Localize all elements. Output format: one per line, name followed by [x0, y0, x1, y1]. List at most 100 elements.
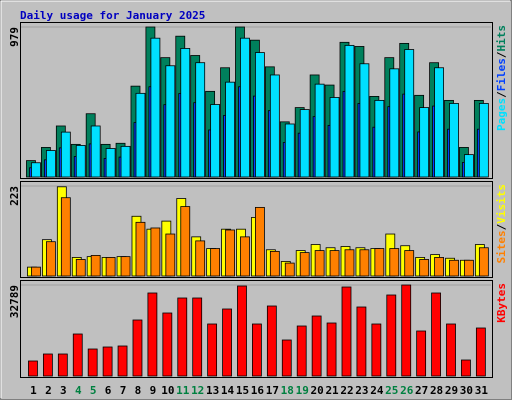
bar	[147, 292, 158, 377]
bar	[225, 81, 235, 178]
bar	[195, 240, 206, 277]
bar	[344, 44, 355, 178]
x-tick-label: 26	[400, 384, 414, 397]
bar	[284, 123, 295, 178]
x-tick-label: 22	[340, 384, 353, 397]
x-tick-label: 17	[266, 384, 279, 397]
bar	[389, 248, 400, 277]
bar	[165, 65, 176, 178]
bar	[329, 250, 340, 277]
bar	[45, 241, 56, 277]
bar	[87, 348, 98, 377]
bar	[72, 333, 83, 377]
legend-entry: Files	[495, 58, 508, 91]
bar	[210, 248, 221, 277]
bar	[478, 103, 489, 178]
bar	[255, 206, 265, 277]
bar	[90, 255, 101, 277]
bar	[434, 257, 444, 277]
bar	[311, 315, 322, 377]
bar	[195, 62, 206, 178]
bar	[461, 359, 471, 377]
bar	[416, 330, 427, 377]
legend-entry: Visits	[495, 184, 508, 224]
x-tick-label: 27	[415, 384, 428, 397]
legend-entry: KBytes	[495, 283, 508, 323]
bar	[120, 145, 131, 178]
bar	[60, 131, 71, 178]
bar	[299, 252, 310, 277]
legend-separator: /	[495, 223, 508, 230]
bar	[180, 206, 191, 277]
x-tick-label: 19	[296, 384, 309, 397]
legend: KBytes	[495, 283, 508, 323]
bar	[162, 312, 173, 377]
x-tick-label: 30	[460, 384, 473, 397]
bar	[326, 322, 337, 377]
bar	[404, 250, 415, 277]
bar	[386, 294, 397, 377]
bar	[192, 297, 203, 377]
x-tick-label: 5	[90, 384, 97, 397]
x-tick-label: 14	[221, 384, 235, 397]
legend: Pages/Files/Hits	[495, 25, 508, 131]
bar	[449, 103, 459, 178]
x-tick-label: 23	[355, 384, 368, 397]
bar	[299, 109, 310, 178]
bar	[90, 125, 101, 178]
bar	[464, 154, 474, 178]
bar	[120, 256, 131, 277]
bar	[117, 345, 128, 377]
bar	[31, 266, 41, 277]
bar	[150, 37, 161, 178]
bar	[404, 49, 415, 178]
bar	[57, 353, 68, 377]
x-tick-label: 25	[385, 384, 398, 397]
bar	[341, 286, 352, 377]
bar	[31, 162, 41, 178]
bar	[135, 221, 146, 277]
bar	[314, 250, 325, 277]
bar	[431, 292, 441, 377]
bar	[478, 247, 489, 277]
chart-title: Daily usage for January 2025	[20, 9, 205, 22]
bar	[284, 262, 295, 277]
x-tick-label: 4	[75, 384, 82, 397]
x-tick-label: 18	[281, 384, 294, 397]
x-tick-label: 20	[311, 384, 324, 397]
bar	[374, 99, 385, 178]
x-tick-label: 2	[45, 384, 52, 397]
bar	[344, 249, 355, 277]
bar	[132, 319, 143, 377]
bar	[207, 323, 218, 377]
bar	[255, 52, 265, 178]
bar	[419, 259, 430, 277]
bar	[28, 360, 38, 377]
bar	[75, 145, 86, 178]
bar	[102, 346, 113, 377]
x-tick-label: 7	[120, 384, 127, 397]
legend-entry: Pages	[495, 98, 508, 131]
bar	[266, 305, 277, 377]
bar	[359, 249, 370, 277]
y-tick-label: 32789	[8, 285, 21, 318]
x-tick-label: 11	[176, 384, 190, 397]
bar	[105, 148, 116, 178]
bar	[296, 325, 307, 377]
bar	[177, 297, 188, 377]
x-tick-label: 8	[135, 384, 142, 397]
bar	[374, 248, 385, 277]
bar	[401, 284, 412, 377]
legend-separator: /	[495, 91, 508, 98]
bar	[446, 323, 456, 377]
x-tick-label: 31	[475, 384, 489, 397]
x-tick-label: 1	[30, 384, 37, 397]
bar	[240, 236, 250, 277]
legend-separator: /	[495, 51, 508, 58]
x-tick-label: 12	[191, 384, 204, 397]
x-tick-label: 24	[370, 384, 384, 397]
bar	[449, 259, 459, 277]
bar	[434, 67, 444, 178]
x-tick-label: 6	[105, 384, 112, 397]
